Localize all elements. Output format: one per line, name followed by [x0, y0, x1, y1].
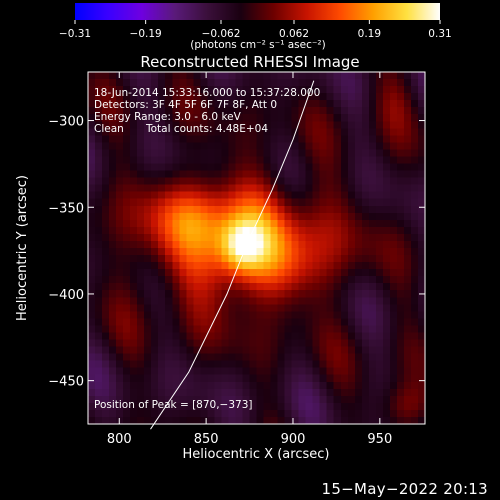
plot-area: 18-Jun-2014 15:33:16.000 to 15:37:28.000…: [87, 71, 426, 430]
chart-title: Reconstructed RHESSI Image: [140, 53, 359, 71]
colorbar-tick-label: 0.31: [428, 28, 451, 40]
annotation-time-range: 18-Jun-2014 15:33:16.000 to 15:37:28.000: [94, 87, 320, 99]
y-axis-label: Heliocentric Y (arcsec): [15, 175, 30, 321]
colorbar-tick-label: 0.19: [358, 28, 381, 40]
x-axis-label: Heliocentric X (arcsec): [183, 447, 330, 462]
annotation-total-counts: Total counts: 4.48E+04: [145, 123, 268, 135]
colorbar-gradient: [75, 3, 440, 20]
x-tick-label: 850: [194, 432, 219, 447]
colorbar-tick-label: −0.31: [59, 28, 91, 40]
heatmap-image: [88, 72, 425, 424]
axis-ticks: [88, 72, 425, 424]
annotation-detectors: Detectors: 3F 4F 5F 6F 7F 8F, Att 0: [94, 99, 277, 111]
colorbar-tick-label: −0.062: [202, 28, 241, 40]
annotation-block: 18-Jun-2014 15:33:16.000 to 15:37:28.000…: [94, 87, 320, 135]
colorbar-tick-label: 0.062: [279, 28, 309, 40]
y-tick-label: −400: [48, 288, 84, 303]
y-tick-label: −350: [48, 201, 84, 216]
plot-frame: [87, 71, 426, 425]
x-tick-label: 800: [107, 432, 132, 447]
annotation-method: Clean: [94, 123, 124, 135]
peak-position-label: Position of Peak = [870,−373]: [94, 399, 253, 411]
colorbar-unit-label: (photons cm⁻² s⁻¹ asec⁻²): [190, 39, 325, 51]
annotation-energy-range: Energy Range: 3.0 - 6.0 keV: [94, 111, 242, 123]
x-tick-label: 950: [367, 432, 392, 447]
y-tick-label: −450: [48, 375, 84, 390]
colorbar-ticks: −0.31 −0.19 −0.062 0.062 0.19 0.31: [59, 20, 452, 40]
x-tick-label: 900: [281, 432, 306, 447]
solar-limb-line: [150, 80, 315, 430]
colorbar: −0.31 −0.19 −0.062 0.062 0.19 0.31 (photons c…: [59, 3, 452, 51]
y-tick-label: −300: [48, 115, 84, 130]
colorbar-tick-label: −0.19: [130, 28, 162, 40]
footer-date: 15−May−2022 20:13: [321, 480, 488, 498]
